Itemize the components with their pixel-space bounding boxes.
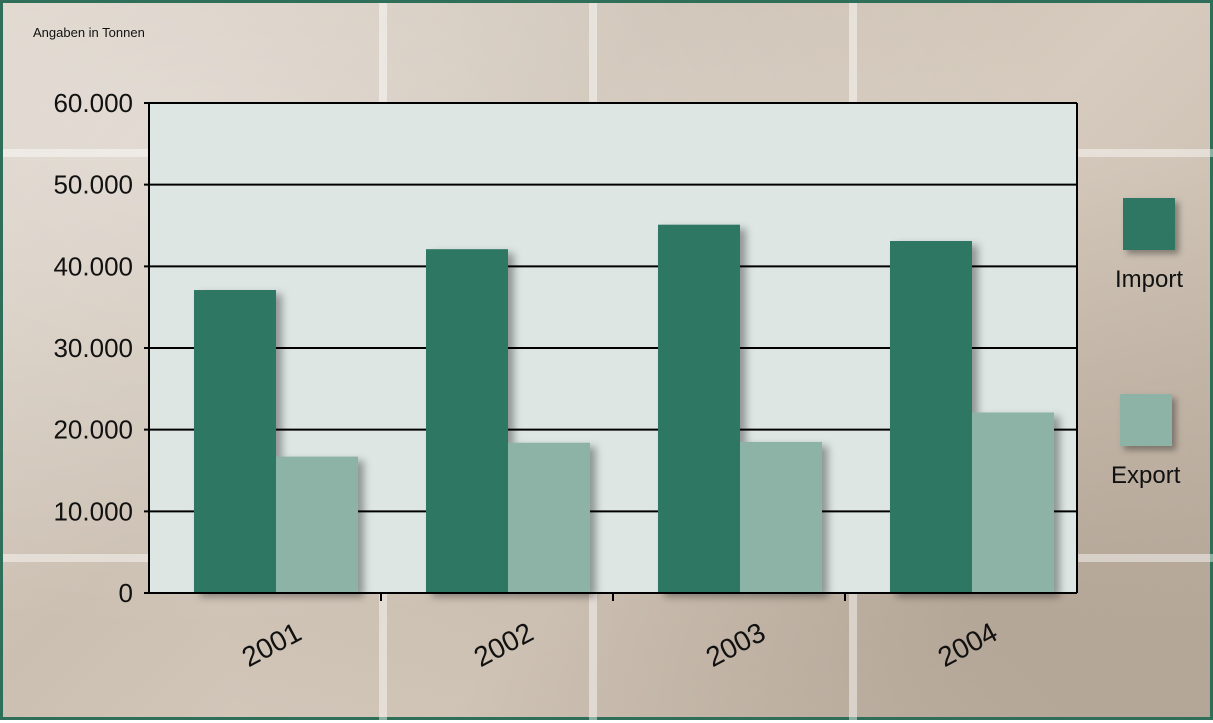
bar-chart: 0 10.000 20.000 30.000 40.000 50.000 60.000 200…: [53, 88, 1078, 673]
y-tick-label: 50.000: [53, 170, 133, 200]
units-note: Angaben in Tonnen: [33, 25, 145, 40]
bar-export: [972, 412, 1054, 593]
bar-export: [276, 456, 358, 593]
bar-export: [508, 442, 590, 593]
x-tick-label: 2004: [933, 616, 1003, 673]
bar-import: [194, 290, 276, 593]
y-tick-label: 30.000: [53, 333, 133, 363]
bar-import: [658, 224, 740, 593]
bar-import: [890, 241, 972, 593]
y-tick-label: 20.000: [53, 415, 133, 445]
legend-swatch-import: [1123, 198, 1175, 250]
legend-label-import: Import: [1115, 266, 1184, 293]
y-tick-label: 10.000: [53, 496, 133, 526]
x-tick-label: 2002: [469, 616, 539, 673]
legend-export: Export: [1111, 394, 1180, 490]
legend-swatch-export: [1119, 394, 1172, 446]
legend-label-export: Export: [1111, 462, 1181, 489]
y-tick-label: 60.000: [53, 88, 133, 118]
x-tick-label: 2001: [237, 616, 307, 673]
x-tick-label: 2003: [701, 616, 771, 673]
bar-export: [740, 441, 822, 593]
y-tick-label: 40.000: [53, 251, 133, 281]
y-tick-label: 0: [119, 578, 133, 608]
bar-import: [426, 249, 508, 593]
legend-import: Import: [1115, 198, 1183, 294]
